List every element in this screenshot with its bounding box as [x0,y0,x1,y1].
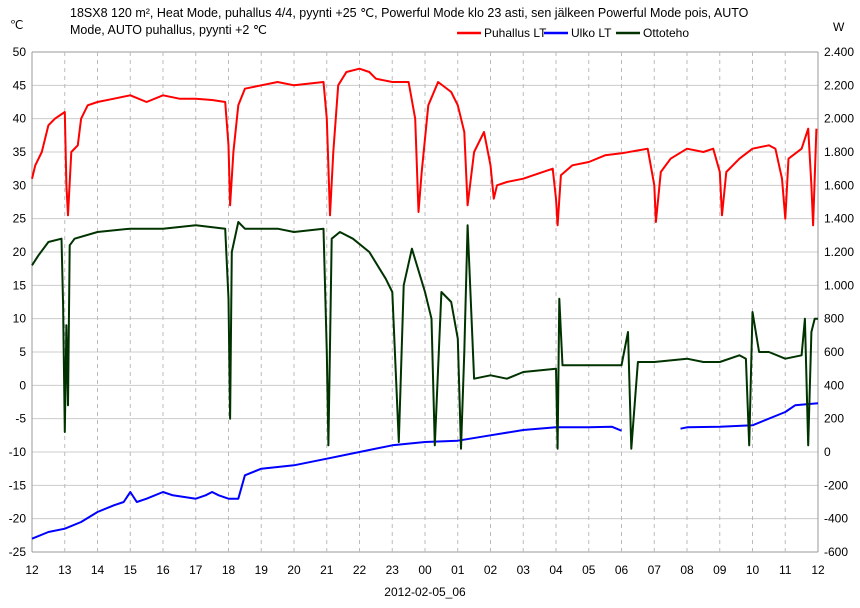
x-tick-label: 18 [222,563,236,577]
series-line-puhallus-lt [31,67,818,227]
y2-tick-label: 1.000 [824,278,854,292]
y-tick-label: 35 [13,145,27,159]
x-tick-label: 12 [811,563,825,577]
y-tick-label: -25 [9,545,27,559]
x-tick-label: 16 [156,563,170,577]
x-tick-label: 19 [255,563,269,577]
y2-tick-label: 1.600 [824,178,854,192]
y2-tick-label: 400 [824,378,844,392]
y2-tick-label: 1.200 [824,245,854,259]
y2-tick-label: -600 [824,545,848,559]
y2-tick-label: -200 [824,478,848,492]
x-tick-label: 11 [779,563,792,577]
y2-tick-label: 0 [824,445,831,459]
y-tick-label: 0 [19,378,26,392]
legend-label: Ottoteho [643,26,689,40]
y2-tick-label: 600 [824,345,844,359]
x-tick-label: 09 [713,563,727,577]
x-tick-label: 17 [189,563,203,577]
x-tick-label: 15 [124,563,138,577]
x-tick-label: 22 [353,563,367,577]
y2-tick-label: 800 [824,312,844,326]
y-tick-label: -10 [9,445,27,459]
x-tick-label: 00 [418,563,432,577]
y-tick-label: -20 [9,512,27,526]
y-tick-label: 10 [13,312,27,326]
y2-axis-label: W [833,20,845,34]
x-tick-label: 03 [517,563,531,577]
y-tick-label: -5 [15,412,26,426]
y-tick-label: 30 [13,178,27,192]
y2-tick-label: 200 [824,412,844,426]
y2-tick-label: 1.800 [824,145,854,159]
y2-tick-label: -400 [824,512,848,526]
x-tick-label: 23 [386,563,400,577]
y-tick-label: 50 [13,45,27,59]
chart-title-line1: 18SX8 120 m², Heat Mode, puhallus 4/4, p… [70,6,749,20]
series-line-ulko-lt [31,402,819,540]
x-tick-label: 01 [451,563,465,577]
x-tick-label: 02 [484,563,498,577]
x-tick-label: 06 [615,563,629,577]
x-tick-label: 08 [680,563,694,577]
y-tick-label: 20 [13,245,27,259]
series-line-ottoteho [31,221,818,450]
x-tick-label: 20 [287,563,301,577]
y-tick-label: 15 [13,278,27,292]
legend-label: Ulko LT [571,26,612,40]
x-tick-label: 04 [549,563,563,577]
y-axis-label: ℃ [10,18,23,32]
y2-tick-label: 1.400 [824,212,854,226]
y2-tick-label: 2.200 [824,78,854,92]
y-tick-label: 45 [13,78,27,92]
x-tick-label: 21 [320,563,334,577]
y-tick-label: 40 [13,112,27,126]
y-tick-label: -15 [9,478,27,492]
chart-title-line2: Mode, AUTO puhallus, pyynti +2 ℃ [70,23,267,37]
x-tick-label: 12 [25,563,39,577]
x-tick-label: 07 [648,563,662,577]
legend-label: Puhallus LT [484,26,547,40]
x-tick-label: 14 [91,563,105,577]
y-tick-label: 25 [13,212,27,226]
x-tick-label: 13 [58,563,72,577]
x-tick-label: 10 [746,563,760,577]
x-tick-label: 05 [582,563,596,577]
y2-tick-label: 2.000 [824,112,854,126]
y-tick-label: 5 [19,345,26,359]
x-axis-label: 2012-02-05_06 [384,585,466,599]
y2-tick-label: 2.400 [824,45,854,59]
